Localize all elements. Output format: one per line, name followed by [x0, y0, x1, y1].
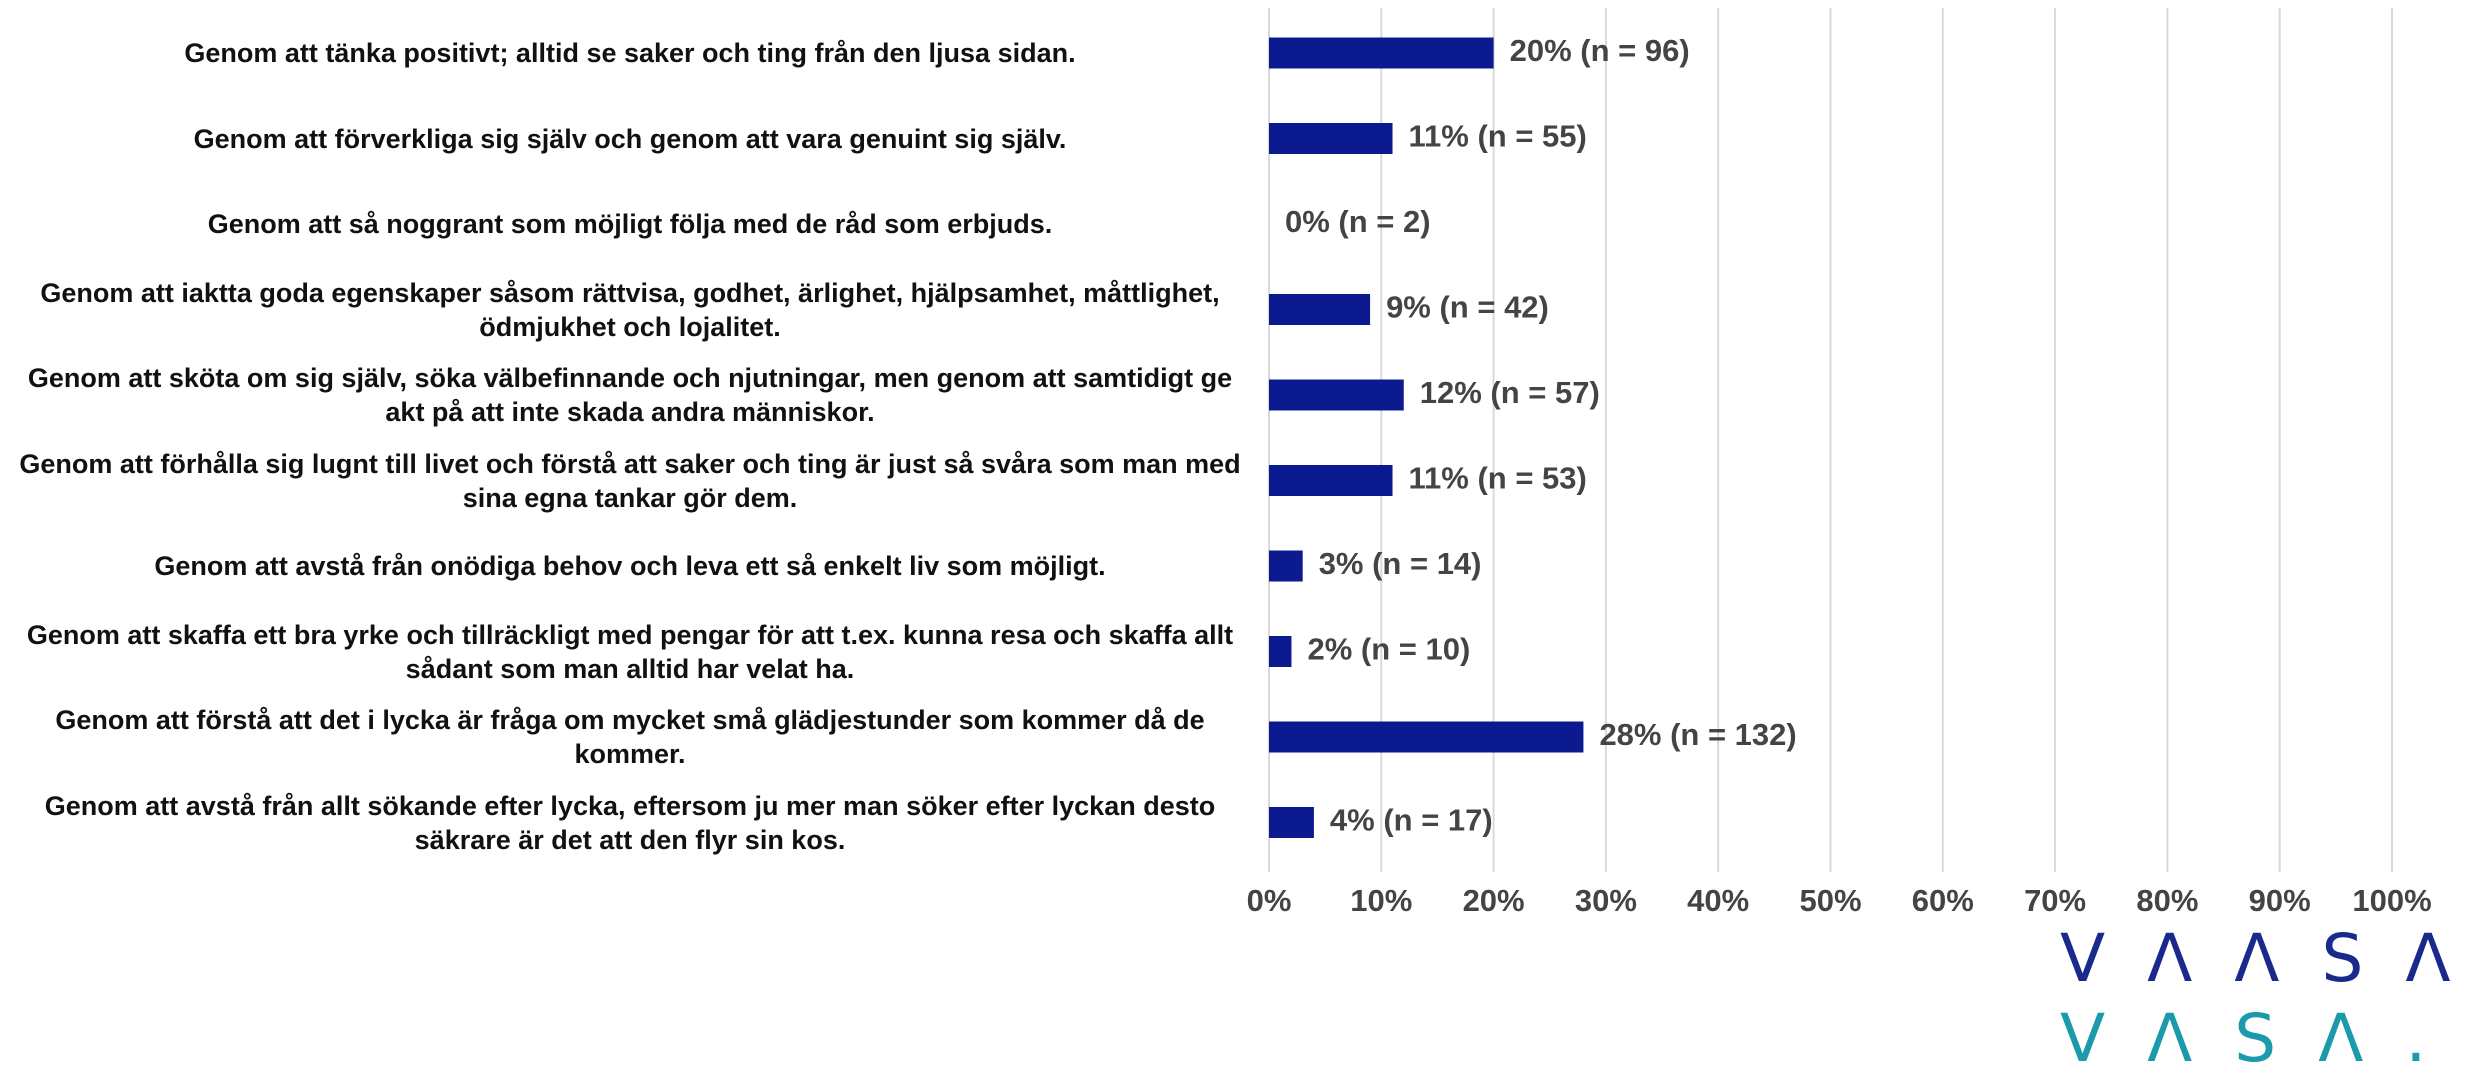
value-label: 11% (n = 55): [1409, 119, 1587, 154]
x-tick-label: 80%: [2136, 883, 2198, 918]
bar: [1269, 721, 1584, 753]
x-tick-label: 30%: [1575, 883, 1637, 918]
value-label: 0% (n = 2): [1285, 204, 1431, 239]
value-label: 2% (n = 10): [1307, 632, 1470, 667]
bar: [1269, 465, 1393, 496]
category-label: Genom att avstå från allt sökande efter …: [44, 790, 1216, 855]
value-label: 9% (n = 42): [1386, 290, 1549, 325]
logo-line: VΛΛSΛ.: [2060, 920, 2471, 997]
x-tick-label: 90%: [2249, 883, 2311, 918]
bar: [1269, 379, 1404, 411]
value-label: 12% (n = 57): [1420, 375, 1600, 410]
x-tick-label: 10%: [1350, 883, 1412, 918]
value-label: 4% (n = 17): [1330, 803, 1493, 838]
category-label: Genom att förstå att det i lycka är fråg…: [55, 705, 1205, 769]
value-label: 11% (n = 53): [1409, 461, 1587, 496]
category-label: Genom att förverkliga sig själv och geno…: [193, 123, 1067, 154]
x-tick-label: 40%: [1687, 883, 1749, 918]
bar: [1269, 37, 1494, 69]
x-tick-label: 0%: [1247, 883, 1292, 918]
bar: [1269, 636, 1292, 667]
category-label: Genom att tänka positivt; alltid se sake…: [184, 38, 1076, 68]
bar: [1269, 807, 1314, 838]
category-label: Genom att skaffa ett bra yrke och tillrä…: [26, 619, 1234, 684]
x-tick-label: 50%: [1799, 883, 1861, 918]
bar: [1269, 123, 1393, 154]
value-label: 20% (n = 96): [1510, 33, 1690, 68]
value-label: 28% (n = 132): [1599, 717, 1796, 752]
x-tick-label: 20%: [1463, 883, 1525, 918]
x-tick-label: 70%: [2024, 883, 2086, 918]
category-label: Genom att iaktta goda egenskaper såsom r…: [40, 277, 1220, 342]
logo-line: VΛSΛ.: [2060, 1000, 2469, 1074]
category-label: Genom att förhålla sig lugnt till livet …: [19, 448, 1241, 513]
bar: [1269, 550, 1303, 582]
category-label: Genom att avstå från onödiga behov och l…: [154, 551, 1106, 581]
category-label: Genom att sköta om sig själv, söka välbe…: [27, 363, 1233, 427]
x-tick-label: 100%: [2352, 883, 2431, 918]
bar: [1269, 294, 1371, 325]
value-label: 3% (n = 14): [1319, 546, 1482, 581]
x-tick-label: 60%: [1912, 883, 1974, 918]
category-label: Genom att så noggrant som möjligt följa …: [207, 209, 1053, 239]
